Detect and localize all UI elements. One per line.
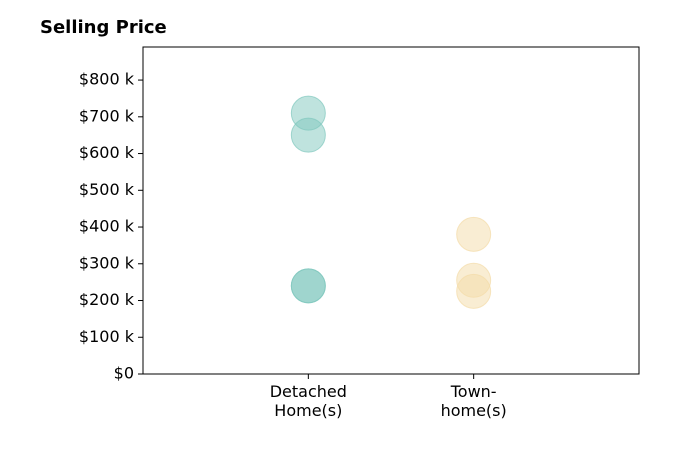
point xyxy=(456,273,492,309)
x-tick-label: Detached Home(s) xyxy=(269,382,347,420)
y-tick-label: $100 k xyxy=(79,327,135,346)
y-tick-label: $600 k xyxy=(79,143,135,162)
y-tick-label: $300 k xyxy=(79,253,135,272)
y-tick-label: $700 k xyxy=(79,106,135,125)
point xyxy=(456,216,492,252)
y-tick-label: $500 k xyxy=(79,180,135,199)
x-tick-label: Town- home(s) xyxy=(440,382,507,420)
plot-frame xyxy=(142,46,640,375)
y-tick-label: $800 k xyxy=(79,70,135,89)
y-tick-label: $400 k xyxy=(79,217,135,236)
y-tick-label: $0 xyxy=(114,364,134,383)
point xyxy=(290,268,326,304)
point xyxy=(290,117,326,153)
chart-title: Selling Price xyxy=(40,17,167,38)
y-tick-label: $200 k xyxy=(79,290,135,309)
